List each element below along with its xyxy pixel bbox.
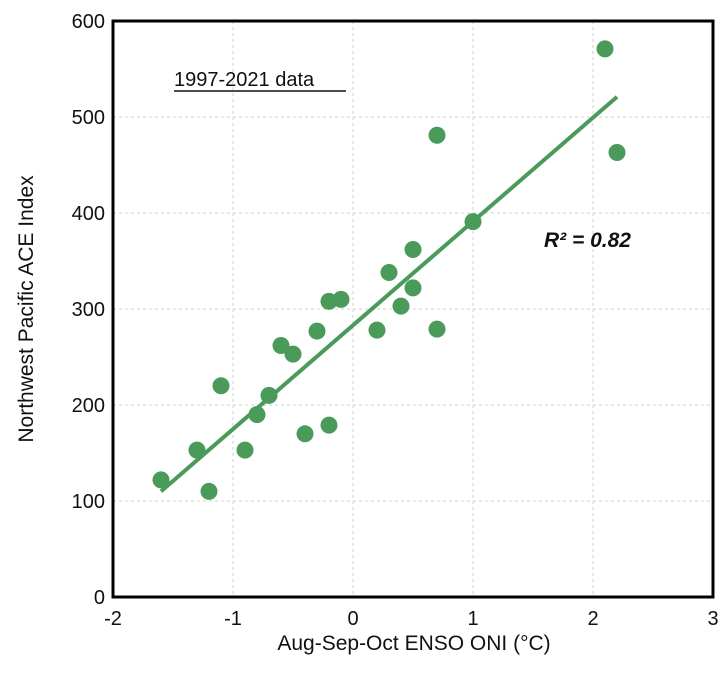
data-point — [392, 297, 410, 315]
data-point — [596, 40, 614, 58]
data-point — [320, 416, 338, 434]
data-point — [248, 406, 266, 424]
data-point — [368, 321, 386, 339]
x-tick-label: -2 — [104, 608, 122, 630]
y-tick-label: 500 — [72, 107, 105, 129]
x-tick-labels: -2 -1 0 1 2 3 — [104, 608, 718, 630]
y-axis-title: Northwest Pacific ACE Index — [15, 175, 38, 443]
trendline-group — [159, 95, 619, 493]
data-point — [200, 482, 218, 500]
x-tick-label: 2 — [587, 608, 598, 630]
y-tick-label: 300 — [72, 299, 105, 321]
y-tick-label: 0 — [94, 587, 105, 609]
data-point — [308, 322, 326, 340]
plot-frame — [111, 19, 715, 599]
x-tick-label: 0 — [347, 608, 358, 630]
data-point — [404, 240, 422, 258]
data-points — [152, 40, 626, 500]
x-axis-title: Aug-Sep-Oct ENSO ONI (°C) — [277, 632, 550, 655]
y-tick-label: 600 — [72, 11, 105, 33]
trendline — [159, 95, 619, 493]
data-point — [284, 345, 302, 363]
data-point — [464, 213, 482, 231]
x-tick-label: -1 — [224, 608, 242, 630]
x-tick-label: 3 — [707, 608, 718, 630]
y-tick-label: 100 — [72, 491, 105, 513]
data-point — [260, 386, 278, 404]
data-point — [152, 471, 170, 489]
data-point — [404, 279, 422, 297]
data-point — [380, 264, 398, 282]
data-point — [236, 441, 254, 459]
y-tick-labels: 0 100 200 300 400 500 600 — [72, 11, 105, 609]
y-tick-label: 400 — [72, 203, 105, 225]
data-point — [272, 336, 290, 354]
x-tick-label: 1 — [467, 608, 478, 630]
data-point — [296, 425, 314, 443]
data-point — [212, 377, 230, 395]
data-range-annotation: 1997-2021 data — [174, 69, 315, 91]
data-point — [608, 144, 626, 162]
data-point — [428, 320, 446, 338]
grid-lines — [113, 21, 713, 597]
data-point — [428, 126, 446, 144]
y-tick-label: 200 — [72, 395, 105, 417]
r-squared-label: R² = 0.82 — [544, 229, 631, 252]
data-point — [188, 441, 206, 459]
data-point — [332, 290, 350, 308]
